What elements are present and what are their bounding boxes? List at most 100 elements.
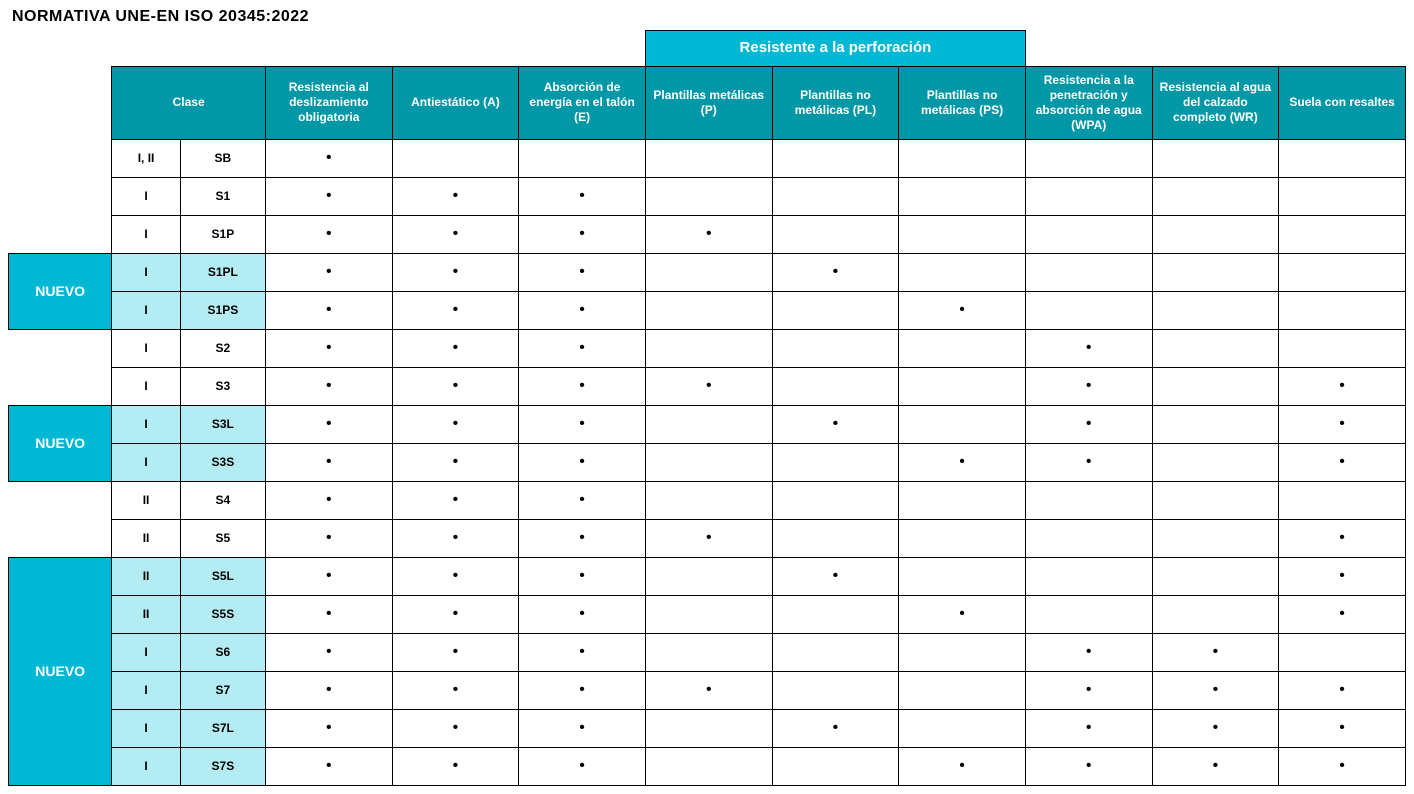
col-heel: Absorción de energía en el talón (E) — [519, 66, 646, 139]
feature-cell-ps — [899, 367, 1026, 405]
feature-cell-sole: • — [1279, 367, 1406, 405]
feature-cell-heel: • — [519, 595, 646, 633]
table-body: I, IISB•IS1•••IS1P••••NUEVOIS1PL••••IS1P… — [9, 139, 1406, 785]
feature-cell-pl — [772, 481, 899, 519]
feature-cell-heel: • — [519, 177, 646, 215]
feature-cell-heel: • — [519, 367, 646, 405]
feature-cell-sole: • — [1279, 595, 1406, 633]
feature-cell-wpa — [1025, 253, 1152, 291]
code-cell: SB — [180, 139, 265, 177]
table-row: NUEVOIS3L•••••• — [9, 405, 1406, 443]
col-ps: Plantillas no metálicas (PS) — [899, 66, 1026, 139]
banner-spacer — [9, 31, 646, 67]
feature-cell-heel: • — [519, 557, 646, 595]
nuevo-label: NUEVO — [9, 405, 112, 481]
feature-cell-wr: • — [1152, 633, 1279, 671]
feature-cell-wr — [1152, 519, 1279, 557]
row-spacer — [9, 215, 112, 253]
col-slip: Resistencia al deslizamiento obligatoria — [265, 66, 392, 139]
feature-cell-heel: • — [519, 405, 646, 443]
class-cell: II — [112, 595, 180, 633]
feature-cell-wr — [1152, 329, 1279, 367]
feature-cell-pl — [772, 595, 899, 633]
class-cell: II — [112, 481, 180, 519]
class-cell: I — [112, 367, 180, 405]
class-cell: II — [112, 557, 180, 595]
feature-cell-wr — [1152, 367, 1279, 405]
banner-spacer-right — [1025, 31, 1405, 67]
table-row: NUEVOIIS5L••••• — [9, 557, 1406, 595]
feature-cell-pl — [772, 329, 899, 367]
feature-cell-wr — [1152, 177, 1279, 215]
feature-cell-wpa: • — [1025, 671, 1152, 709]
table-row: IS7S••••••• — [9, 747, 1406, 785]
feature-cell-p — [645, 633, 772, 671]
feature-cell-wr — [1152, 443, 1279, 481]
feature-cell-heel: • — [519, 747, 646, 785]
col-pl: Plantillas no metálicas (PL) — [772, 66, 899, 139]
feature-cell-p: • — [645, 215, 772, 253]
table-row: IS3S•••••• — [9, 443, 1406, 481]
table-row: IS7••••••• — [9, 671, 1406, 709]
col-clase: Clase — [112, 66, 266, 139]
code-cell: S5S — [180, 595, 265, 633]
page-title: NORMATIVA UNE-EN ISO 20345:2022 — [12, 8, 1406, 26]
feature-cell-anti: • — [392, 671, 519, 709]
feature-cell-sole — [1279, 329, 1406, 367]
class-cell: I, II — [112, 139, 180, 177]
feature-cell-ps — [899, 633, 1026, 671]
feature-cell-slip: • — [265, 633, 392, 671]
feature-cell-pl — [772, 139, 899, 177]
feature-cell-wpa: • — [1025, 633, 1152, 671]
feature-cell-p — [645, 709, 772, 747]
class-cell: I — [112, 253, 180, 291]
code-cell: S2 — [180, 329, 265, 367]
feature-cell-slip: • — [265, 709, 392, 747]
feature-cell-ps — [899, 139, 1026, 177]
table-row: IS1PS•••• — [9, 291, 1406, 329]
code-cell: S1PS — [180, 291, 265, 329]
feature-cell-pl — [772, 367, 899, 405]
feature-cell-ps: • — [899, 291, 1026, 329]
feature-cell-wr — [1152, 481, 1279, 519]
table-row: IS1P•••• — [9, 215, 1406, 253]
feature-cell-ps — [899, 557, 1026, 595]
feature-cell-heel: • — [519, 709, 646, 747]
col-p: Plantillas metálicas (P) — [645, 66, 772, 139]
feature-cell-wpa — [1025, 215, 1152, 253]
feature-cell-ps — [899, 177, 1026, 215]
feature-cell-anti: • — [392, 367, 519, 405]
feature-cell-p: • — [645, 367, 772, 405]
feature-cell-anti: • — [392, 405, 519, 443]
class-cell: I — [112, 405, 180, 443]
feature-cell-ps — [899, 215, 1026, 253]
class-cell: I — [112, 291, 180, 329]
row-spacer — [9, 139, 112, 177]
feature-cell-p — [645, 139, 772, 177]
feature-cell-wr — [1152, 557, 1279, 595]
table-row: NUEVOIS1PL•••• — [9, 253, 1406, 291]
header-row: Clase Resistencia al deslizamiento oblig… — [9, 66, 1406, 139]
feature-cell-wpa — [1025, 595, 1152, 633]
feature-cell-p: • — [645, 671, 772, 709]
feature-cell-wr — [1152, 405, 1279, 443]
class-cell: I — [112, 709, 180, 747]
table-row: IIS5S••••• — [9, 595, 1406, 633]
feature-cell-sole — [1279, 291, 1406, 329]
feature-cell-ps — [899, 481, 1026, 519]
feature-cell-heel: • — [519, 443, 646, 481]
feature-cell-wpa: • — [1025, 709, 1152, 747]
feature-cell-sole: • — [1279, 709, 1406, 747]
row-spacer — [9, 329, 112, 367]
feature-cell-wr: • — [1152, 709, 1279, 747]
feature-cell-sole — [1279, 177, 1406, 215]
feature-cell-anti: • — [392, 709, 519, 747]
feature-cell-ps: • — [899, 443, 1026, 481]
feature-cell-anti: • — [392, 329, 519, 367]
class-cell: I — [112, 177, 180, 215]
feature-cell-slip: • — [265, 747, 392, 785]
feature-cell-heel: • — [519, 291, 646, 329]
standards-table: Resistente a la perforación Clase Resist… — [8, 30, 1406, 786]
class-cell: I — [112, 633, 180, 671]
table-row: IS1••• — [9, 177, 1406, 215]
